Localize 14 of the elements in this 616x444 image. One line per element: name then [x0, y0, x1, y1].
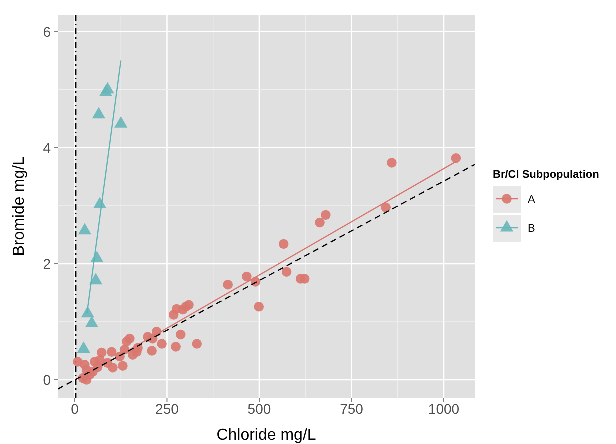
y-tick-label: 4 [43, 140, 52, 156]
y-tick-label: 6 [43, 24, 52, 40]
x-tick-label: 0 [71, 401, 80, 417]
legend-label: B [528, 223, 536, 235]
y-tick-label: 2 [43, 256, 52, 272]
x-axis-title: Chloride mg/L [216, 427, 316, 444]
x-tick-label: 1000 [428, 401, 460, 417]
x-tick-label: 500 [248, 401, 272, 417]
legend-label: A [528, 194, 536, 206]
y-axis-title: Bromide mg/L [11, 156, 28, 256]
y-tick-label: 0 [43, 372, 52, 388]
x-tick-label: 750 [340, 401, 364, 417]
legend-title: Br/Cl Subpopulation [493, 169, 600, 181]
x-tick-label: 250 [156, 401, 180, 417]
